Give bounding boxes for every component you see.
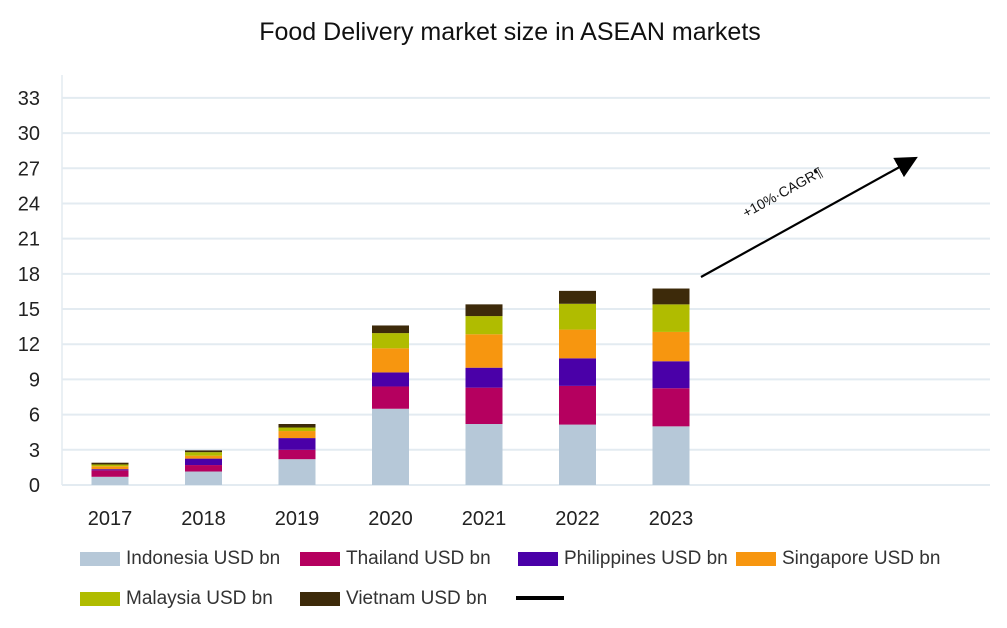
bar-segment-thailand-2023 (652, 388, 690, 427)
legend-item-arrow-line (516, 596, 564, 600)
bar-segment-malaysia-2023 (652, 304, 690, 332)
x-tick-label: 2023 (649, 508, 694, 530)
bar-segment-vietnam-2017 (91, 462, 129, 465)
bar-segment-thailand-2020 (372, 386, 409, 409)
bar-segment-philippines-2022 (559, 358, 596, 386)
bar-segment-singapore-2020 (372, 348, 409, 373)
legend-swatch (518, 552, 558, 566)
bar-segment-vietnam-2021 (465, 304, 503, 317)
y-tick-label: 30 (18, 123, 40, 145)
bar-segment-malaysia-2019 (278, 427, 316, 432)
cagr-arrow (700, 156, 918, 278)
legend-item: Malaysia USD bn (80, 588, 273, 610)
bar-segment-singapore-2022 (559, 329, 596, 359)
legend-swatch (300, 592, 340, 606)
y-tick-label: 0 (29, 475, 40, 497)
stacked-bar-chart: Food Delivery market size in ASEAN marke… (18, 18, 990, 530)
bar-segment-thailand-2018 (185, 465, 222, 472)
legend-item: Philippines USD bn (518, 548, 728, 570)
bar-segment-thailand-2019 (278, 449, 316, 460)
cagr-annotation: +10%·CAGR¶ (700, 156, 918, 278)
bar-segment-vietnam-2019 (278, 424, 316, 428)
bar-segment-indonesia-2023 (652, 426, 690, 485)
bar-segment-malaysia-2022 (559, 303, 596, 330)
legend-label: Vietnam USD bn (346, 588, 488, 609)
bar-segment-indonesia-2019 (278, 459, 316, 485)
bar-segment-indonesia-2018 (185, 471, 222, 485)
legend-swatch (736, 552, 776, 566)
y-tick-label: 18 (18, 264, 40, 286)
y-tick-label: 3 (29, 440, 40, 462)
x-tick-label: 2022 (555, 508, 600, 530)
bar-segment-thailand-2021 (465, 387, 503, 425)
legend-label: Thailand USD bn (346, 548, 491, 569)
legend-swatch (300, 552, 340, 566)
bar-segment-vietnam-2023 (652, 288, 690, 305)
legend-item: Indonesia USD bn (80, 548, 280, 570)
bar-segment-malaysia-2017 (91, 464, 129, 467)
bar-segment-indonesia-2020 (372, 408, 409, 485)
bar-segment-vietnam-2022 (559, 290, 596, 304)
cagr-label: +10%·CAGR¶ (740, 164, 825, 221)
y-tick-label: 21 (18, 229, 40, 251)
bar-segment-indonesia-2017 (91, 476, 129, 485)
y-tick-label: 15 (18, 299, 40, 321)
legend-label: Philippines USD bn (564, 548, 728, 569)
legend-swatch (80, 552, 120, 566)
x-tick-label: 2019 (275, 508, 320, 530)
bar-segment-thailand-2017 (91, 470, 129, 477)
legend-swatch (80, 592, 120, 606)
legend-item: Thailand USD bn (300, 548, 491, 570)
legend-label: Singapore USD bn (782, 548, 941, 569)
legend-line-swatch (516, 596, 564, 600)
bar-segment-malaysia-2018 (185, 452, 222, 456)
bar-segment-vietnam-2018 (185, 450, 222, 453)
bar-segment-vietnam-2020 (372, 325, 409, 334)
y-tick-label: 12 (18, 334, 40, 356)
legend-item: Vietnam USD bn (300, 588, 487, 610)
bar-segment-philippines-2017 (91, 469, 129, 471)
x-tick-label: 2017 (88, 508, 133, 530)
bar-segment-singapore-2018 (185, 455, 222, 459)
bar-segment-singapore-2021 (465, 334, 503, 368)
x-tick-label: 2020 (368, 508, 413, 530)
bar-segment-philippines-2018 (185, 458, 222, 466)
bar-segment-philippines-2020 (372, 372, 409, 387)
y-tick-label: 6 (29, 405, 40, 427)
y-tick-label: 27 (18, 158, 40, 180)
chart-title: Food Delivery market size in ASEAN marke… (259, 18, 761, 46)
bar-segment-indonesia-2021 (465, 424, 503, 485)
legend-label: Malaysia USD bn (126, 588, 273, 609)
bar-segment-singapore-2019 (278, 431, 316, 439)
legend-label: Indonesia USD bn (126, 548, 281, 569)
bar-segment-philippines-2019 (278, 438, 316, 450)
legend-item: Singapore USD bn (736, 548, 940, 570)
bar-segment-philippines-2023 (652, 361, 690, 389)
bar-segment-indonesia-2022 (559, 424, 596, 485)
x-tick-label: 2018 (181, 508, 226, 530)
x-tick-label: 2021 (462, 508, 507, 530)
bar-segment-singapore-2023 (652, 331, 690, 362)
y-tick-label: 9 (29, 369, 40, 391)
bar-segment-philippines-2021 (465, 367, 503, 388)
y-tick-label: 33 (18, 88, 40, 110)
bar-segment-malaysia-2021 (465, 316, 503, 335)
bar-segment-thailand-2022 (559, 385, 596, 425)
y-tick-label: 24 (18, 193, 40, 215)
bar-segment-malaysia-2020 (372, 333, 409, 349)
bar-segment-singapore-2017 (91, 466, 129, 470)
